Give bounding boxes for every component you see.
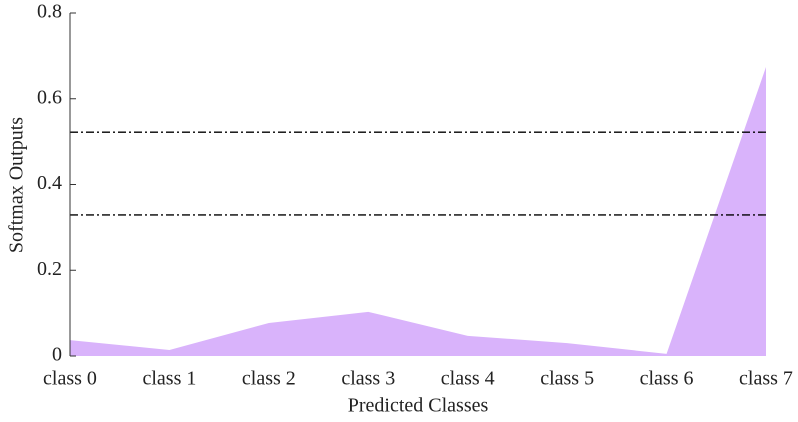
x-tick-label: class 2	[242, 368, 296, 390]
x-tick-label: class 0	[43, 368, 97, 390]
x-tick-label: class 6	[640, 368, 694, 390]
x-tick-label: class 5	[540, 368, 594, 390]
area	[70, 67, 766, 357]
y-axis-label: Softmax Outputs	[6, 117, 28, 253]
y-tick-label: 0.4	[37, 172, 62, 194]
y-tick-label: 0.8	[37, 1, 62, 23]
x-tick-label: class 3	[341, 368, 395, 390]
x-tick-label: class 7	[739, 368, 793, 390]
y-tick-label: 0	[52, 344, 62, 366]
y-tick-label: 0.2	[37, 258, 62, 280]
x-tick-label: class 4	[441, 368, 495, 390]
y-tick-label: 0.6	[37, 86, 62, 108]
x-tick-label: class 1	[142, 368, 196, 390]
x-axis-label: Predicted Classes	[348, 395, 489, 417]
